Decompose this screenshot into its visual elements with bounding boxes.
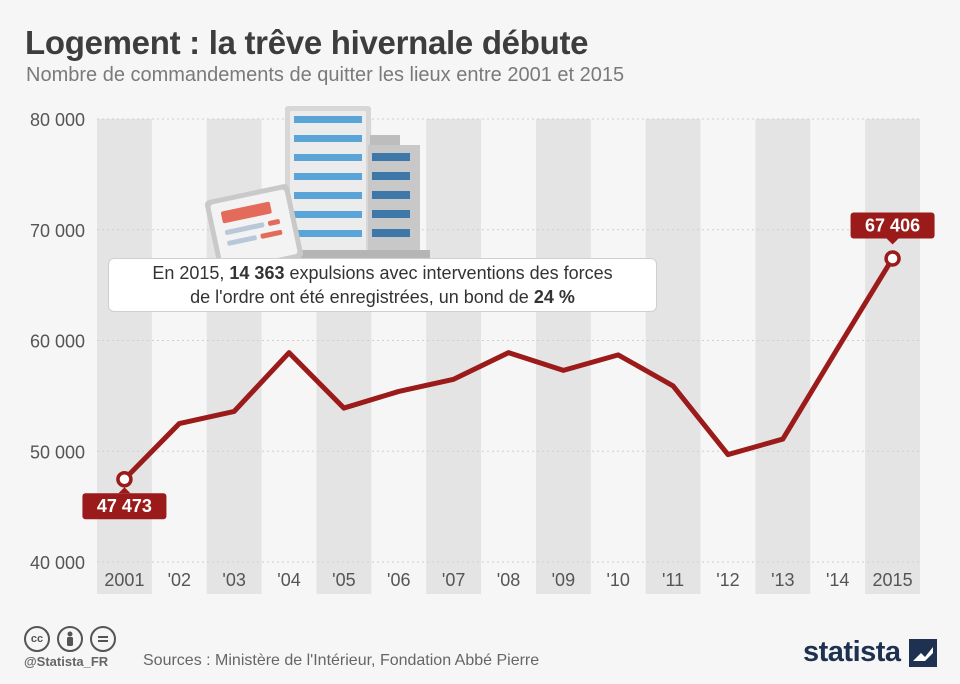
document-icon: [204, 184, 304, 275]
column-band: [645, 119, 701, 594]
point-marker: [884, 250, 901, 267]
y-tick-label: 70 000: [30, 221, 85, 241]
by-icon: [57, 626, 83, 652]
callout-text-3: de l'ordre ont été enregistrées, un bond…: [190, 287, 534, 307]
x-tick-label: '08: [497, 570, 520, 590]
nd-icon: [90, 626, 116, 652]
statista-logo-icon: [908, 638, 937, 667]
gridlines: [97, 118, 920, 563]
data-label: 47 473: [82, 487, 167, 520]
column-band: [865, 119, 920, 594]
column-band: [535, 119, 591, 594]
building-illustration: [280, 106, 430, 260]
x-tick-label: '03: [222, 570, 245, 590]
x-tick-label: 2015: [873, 570, 913, 590]
column-band: [206, 119, 262, 594]
x-tick-label: '10: [606, 570, 629, 590]
x-axis-ticks: 2001 '02 '03 '04 '05 '06 '07 '08 '09 '10 '11 '12 '13…: [104, 570, 912, 590]
y-axis-ticks: 40 000 50 000 60 000 70 000 80 000: [30, 110, 85, 573]
brand-wordmark: statista: [803, 636, 901, 668]
y-tick-label: 80 000: [30, 110, 85, 130]
data-labels: 47 473 67 406: [82, 212, 935, 520]
x-tick-label: '02: [168, 570, 191, 590]
x-tick-label: '09: [552, 570, 575, 590]
series-line: [121, 255, 896, 482]
data-label-box: [82, 493, 167, 520]
y-tick-label: 40 000: [30, 553, 85, 573]
column-bands: [97, 119, 920, 594]
annotation-callout: En 2015, 14 363 expulsions avec interven…: [108, 258, 657, 312]
x-tick-label: '13: [771, 570, 794, 590]
callout-text-1: En 2015,: [152, 263, 230, 283]
x-tick-label: '12: [716, 570, 739, 590]
callout-bold-percent: 24 %: [533, 287, 575, 307]
data-label-text: 67 406: [865, 215, 920, 235]
data-label-pointer: [886, 238, 899, 245]
column-band: [97, 119, 152, 594]
point-marker: [116, 470, 133, 488]
x-tick-label: '05: [332, 570, 355, 590]
data-label-pointer: [118, 487, 131, 494]
data-label: 67 406: [850, 212, 935, 245]
chart-title: Logement : la trêve hivernale débute: [25, 24, 589, 61]
column-band: [426, 119, 482, 594]
social-handle[interactable]: @Statista_FR: [24, 654, 109, 669]
statista-brand[interactable]: statista: [803, 636, 937, 669]
callout-text-2: expulsions avec interventions des forces: [284, 263, 613, 283]
y-tick-label: 50 000: [30, 442, 85, 462]
column-band: [755, 119, 811, 594]
cc-icon: cc: [24, 626, 50, 652]
y-tick-label: 60 000: [30, 332, 85, 352]
x-tick-label: '14: [826, 570, 849, 590]
chart-subtitle: Nombre de commandements de quitter les l…: [26, 64, 625, 86]
x-tick-label: '07: [442, 570, 465, 590]
data-label-text: 47 473: [97, 496, 152, 516]
x-tick-label: '06: [387, 570, 410, 590]
point-markers: [116, 250, 901, 488]
license-icons: cc: [24, 626, 116, 652]
sources-text: Sources : Ministère de l'Intérieur, Fond…: [143, 652, 540, 669]
x-tick-label: 2001: [104, 570, 144, 590]
callout-bold-count: 14 363: [229, 263, 285, 283]
data-label-box: [850, 212, 935, 239]
x-tick-label: '11: [662, 570, 684, 590]
x-tick-label: '04: [277, 570, 300, 590]
